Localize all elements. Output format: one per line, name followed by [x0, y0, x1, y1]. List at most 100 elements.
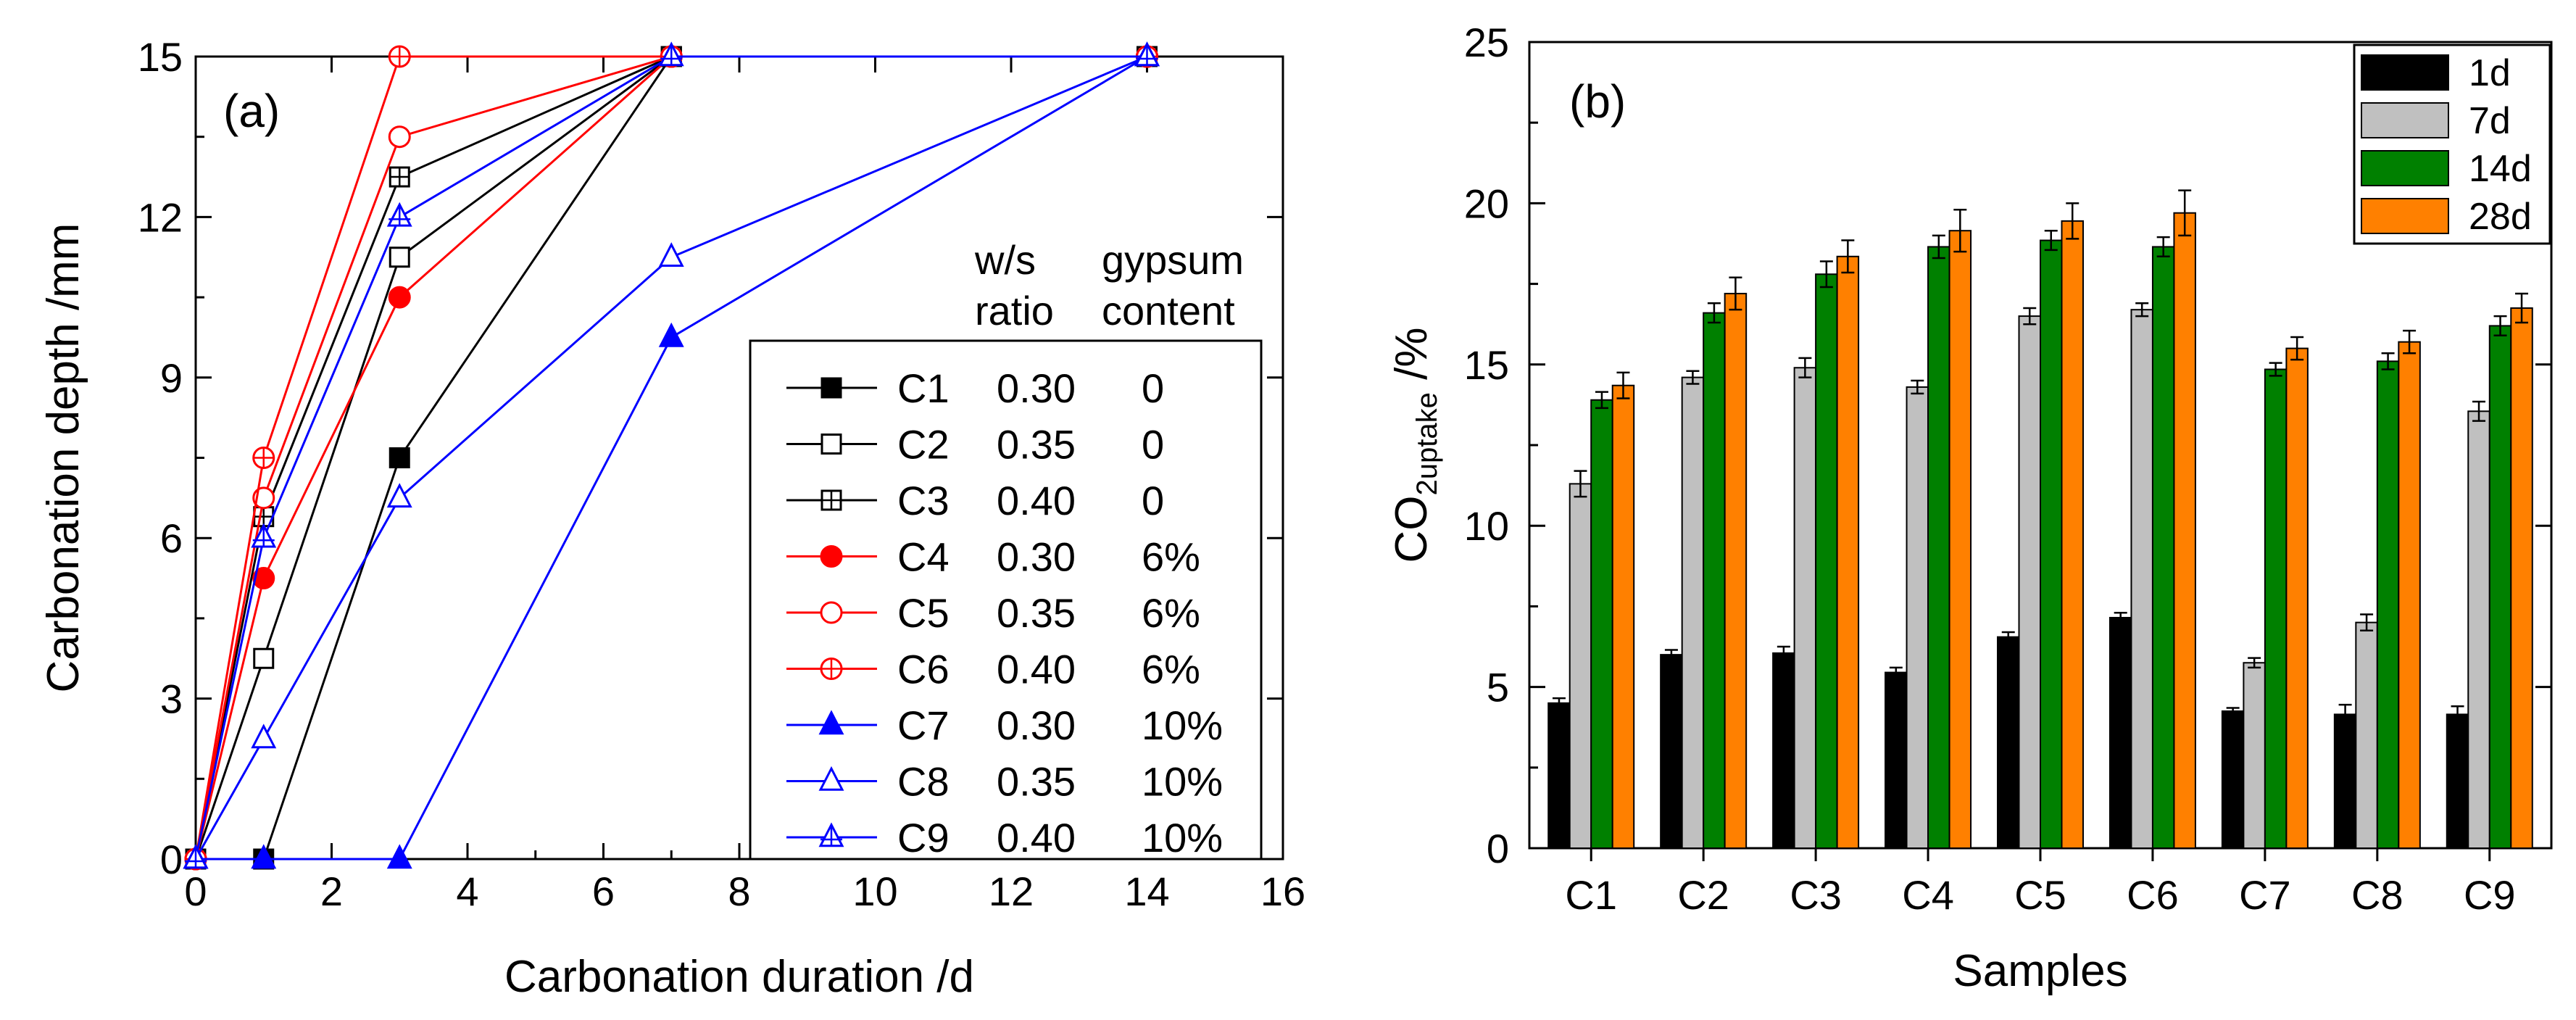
- bar-c2-14d: [1703, 312, 1726, 849]
- data-point-c7-shape: [251, 844, 277, 869]
- y-tick-label-a: 15: [138, 34, 183, 80]
- bar-c1-7d: [1569, 483, 1592, 849]
- bar-c1-28d: [1611, 384, 1635, 849]
- legend-marker-c1-shape: [820, 377, 842, 399]
- legend-swatch-7d: [2361, 102, 2449, 138]
- data-point-c5: [388, 125, 411, 149]
- y-axis-label-a: Carbonation depth /mm: [38, 223, 88, 693]
- data-point-c8-shape: [658, 242, 684, 268]
- legend-label-c8: C8: [897, 759, 950, 805]
- data-point-c7: [251, 844, 277, 869]
- x-tick-label-a: 4: [456, 868, 478, 914]
- x-tick-label-c5: C5: [2014, 872, 2066, 918]
- data-point-c9: [183, 844, 209, 869]
- bar-c6-14d: [2151, 246, 2175, 849]
- bar-c7-7d: [2243, 662, 2266, 849]
- data-point-c9: [386, 202, 412, 227]
- bar-c7-28d: [2285, 347, 2309, 849]
- legend-ws-c2: 0.35: [997, 422, 1076, 468]
- data-point-c1-shape: [389, 447, 410, 468]
- bar-c7-14d: [2264, 368, 2288, 849]
- x-tick-label-c7: C7: [2239, 872, 2291, 918]
- x-axis-label-b: Samples: [1953, 946, 2127, 996]
- y-tick-label-a: 6: [160, 515, 183, 561]
- legend-gypsum-c1: 0: [1142, 365, 1164, 411]
- legend-ws-c1: 0.30: [997, 365, 1076, 411]
- bar-c6-28d: [2173, 212, 2196, 849]
- x-tick-label-a: 8: [728, 868, 750, 914]
- bar-c2-7d: [1681, 376, 1705, 849]
- bar-c3-7d: [1793, 367, 1817, 849]
- data-point-c2-shape: [389, 246, 410, 268]
- data-point-c8: [386, 483, 412, 508]
- bar-c8-14d: [2376, 360, 2400, 849]
- bar-c5-1d: [1997, 636, 2020, 849]
- y-tick-label-b: 25: [1464, 20, 1509, 65]
- data-point-c8-shape: [251, 723, 277, 749]
- legend-ws-c5: 0.35: [997, 590, 1076, 636]
- x-tick-label-c8: C8: [2351, 872, 2403, 918]
- bar-c1-1d: [1547, 702, 1571, 850]
- bar-c6-7d: [2130, 309, 2153, 849]
- data-point-c2: [389, 246, 410, 268]
- legend-swatch-1d: [2361, 54, 2449, 91]
- x-tick-label-c1: C1: [1565, 872, 1617, 918]
- legend-header-ratio: ratio: [975, 288, 1054, 333]
- y-tick-label-b: 20: [1464, 181, 1509, 226]
- legend-marker-c2: [820, 434, 842, 455]
- y-tick-label-a: 0: [160, 837, 183, 882]
- legend-gypsum-c2: 0: [1142, 422, 1164, 468]
- y-axis-label-subscript: 2uptake: [1411, 392, 1443, 495]
- data-point-c6: [252, 447, 275, 469]
- data-point-c4-shape: [252, 567, 275, 590]
- legend-ws-c3: 0.40: [997, 478, 1076, 523]
- legend-label-c1: C1: [897, 365, 950, 411]
- legend-label-c3: C3: [897, 478, 950, 523]
- legend-gypsum-c3: 0: [1142, 478, 1164, 523]
- data-point-c9: [1134, 41, 1160, 67]
- y-axis-label-unit: /%: [1387, 328, 1437, 393]
- x-tick-label-a: 2: [320, 868, 343, 914]
- x-tick-label-a: 14: [1124, 868, 1169, 914]
- data-point-c9: [251, 523, 277, 548]
- bar-c4-14d: [1927, 246, 1950, 849]
- data-point-c1: [389, 447, 410, 468]
- legend-ws-c9: 0.40: [997, 815, 1076, 861]
- y-axis-label-co: CO: [1387, 495, 1437, 563]
- legend-gypsum-c7: 10%: [1142, 702, 1223, 748]
- x-axis-label-a: Carbonation duration /d: [504, 952, 974, 1002]
- bar-c9-7d: [2467, 410, 2490, 849]
- data-point-c4: [252, 567, 275, 590]
- x-tick-label-c2: C2: [1677, 872, 1729, 918]
- bar-c3-28d: [1836, 255, 1860, 849]
- legend-marker-c7-shape: [818, 710, 844, 735]
- bar-c4-7d: [1906, 386, 1929, 849]
- x-tick-label-c3: C3: [1790, 872, 1842, 918]
- legend-ws-c8: 0.35: [997, 759, 1076, 805]
- y-tick-label-b: 15: [1464, 342, 1509, 388]
- x-tick-label-a: 16: [1260, 868, 1305, 914]
- x-tick-label-a: 10: [852, 868, 897, 914]
- legend-marker-c4: [820, 545, 843, 568]
- data-point-c8-shape: [386, 483, 412, 508]
- x-tick-label-c4: C4: [1902, 872, 1954, 918]
- panel-a-carbonation-depth-chart: 0 2 4 6 8 10 12 14 16 0 3 6 9 12 15 Carbonation duratio…: [38, 34, 1305, 1002]
- legend-marker-c8-shape: [818, 766, 844, 791]
- x-tick-label-a: 0: [184, 868, 207, 914]
- panel-b-co2-uptake-chart: 0 5 10 15 20 25 C1 C2 C3 C4 C5 C6 C7 C8 C9 Samples CO2up…: [1387, 20, 2553, 996]
- y-tick-label-b: 0: [1487, 826, 1509, 871]
- legend-marker-c1: [820, 377, 842, 399]
- data-point-c2: [253, 647, 275, 669]
- legend-marker-c4-shape: [820, 545, 843, 568]
- bar-c2-28d: [1724, 292, 1748, 850]
- legend-swatch-14d: [2361, 150, 2449, 186]
- x-tick-label-c9: C9: [2464, 872, 2516, 918]
- bar-c9-1d: [2446, 713, 2469, 850]
- legend-marker-c7: [818, 710, 844, 735]
- y-tick-label-a: 3: [160, 676, 183, 722]
- bar-c9-14d: [2488, 325, 2512, 849]
- x-tick-label-a: 12: [989, 868, 1034, 914]
- data-point-c7-shape: [386, 844, 412, 869]
- bar-c5-14d: [2040, 239, 2063, 849]
